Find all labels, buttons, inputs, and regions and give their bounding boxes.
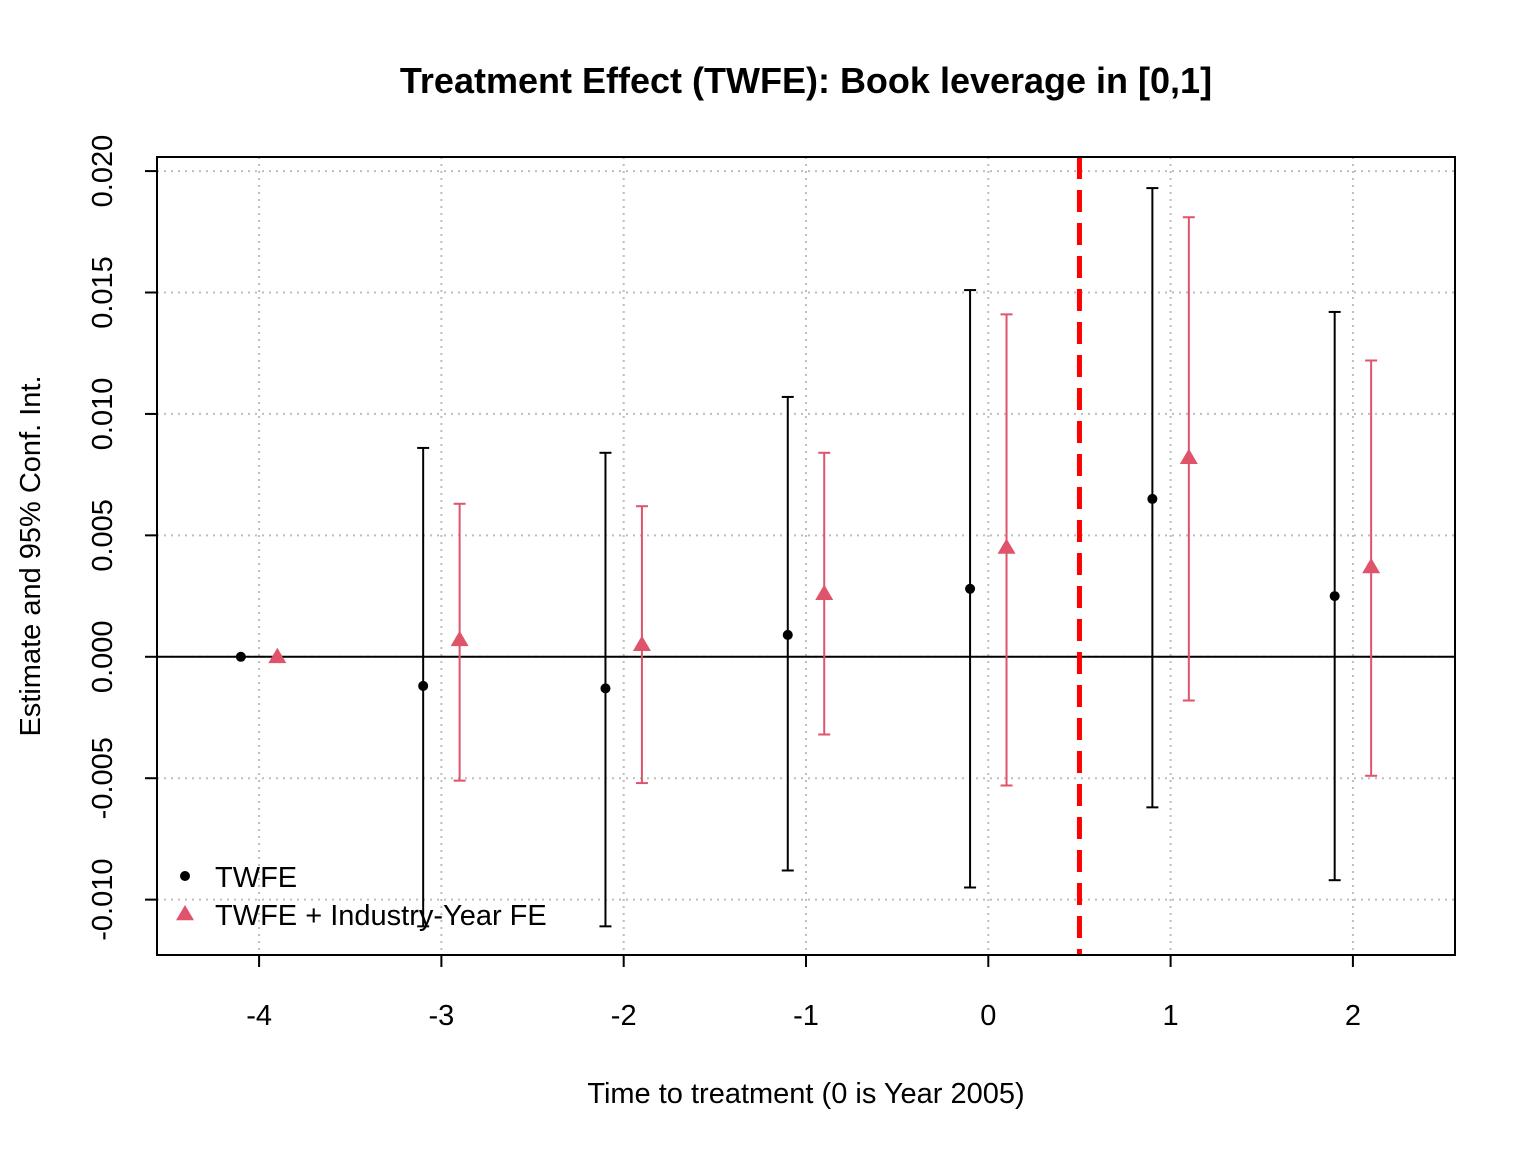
data-point <box>997 538 1016 554</box>
legend-label: TWFE + Industry-Year FE <box>215 900 547 932</box>
x-tick-label: 1 <box>1163 1000 1179 1032</box>
x-tick-label: -3 <box>428 1000 454 1032</box>
data-point <box>268 647 287 664</box>
y-tick-label: 0.015 <box>87 256 119 329</box>
data-point <box>815 584 834 600</box>
x-axis-label: Time to treatment (0 is Year 2005) <box>587 1078 1024 1110</box>
y-axis-label: Estimate and 95% Conf. Int. <box>15 375 47 736</box>
y-tick-label: 0.020 <box>87 135 119 208</box>
data-point <box>450 630 469 647</box>
x-tick-label: -2 <box>611 1000 637 1032</box>
x-tick-label: -4 <box>246 1000 272 1032</box>
data-point <box>1329 591 1340 602</box>
axes: -4 -3 -2 -1 0 1 2 -0.010 -0.005 0.000 0.005 0.010 0.… <box>87 135 1361 1032</box>
x-tick-label: 0 <box>980 1000 996 1032</box>
y-tick-label: -0.010 <box>87 859 119 941</box>
x-tick-label: 2 <box>1345 1000 1361 1032</box>
legend: TWFE TWFE + Industry-Year FE <box>176 862 547 932</box>
series-group <box>235 187 1381 928</box>
data-point <box>782 629 793 640</box>
y-tick-label: 0.010 <box>87 378 119 451</box>
legend-marker <box>180 871 190 881</box>
gridlines <box>157 157 1455 955</box>
data-point <box>235 651 246 662</box>
x-tick-label: -1 <box>793 1000 819 1032</box>
data-point <box>1179 448 1198 464</box>
reference-lines <box>157 157 1455 955</box>
legend-label: TWFE <box>215 862 297 894</box>
series-triangle <box>268 216 1381 787</box>
series-circle <box>235 187 1341 928</box>
data-point <box>418 680 429 691</box>
y-tick-label: -0.005 <box>87 737 119 819</box>
y-tick-label: 0.005 <box>87 499 119 572</box>
chart-title: Treatment Effect (TWFE): Book leverage i… <box>400 60 1212 101</box>
legend-marker <box>176 905 194 921</box>
data-point <box>1362 557 1381 574</box>
data-point <box>965 583 976 594</box>
data-point <box>1147 493 1158 504</box>
data-point <box>632 635 651 651</box>
data-point <box>600 683 611 694</box>
y-tick-label: 0.000 <box>87 620 119 693</box>
